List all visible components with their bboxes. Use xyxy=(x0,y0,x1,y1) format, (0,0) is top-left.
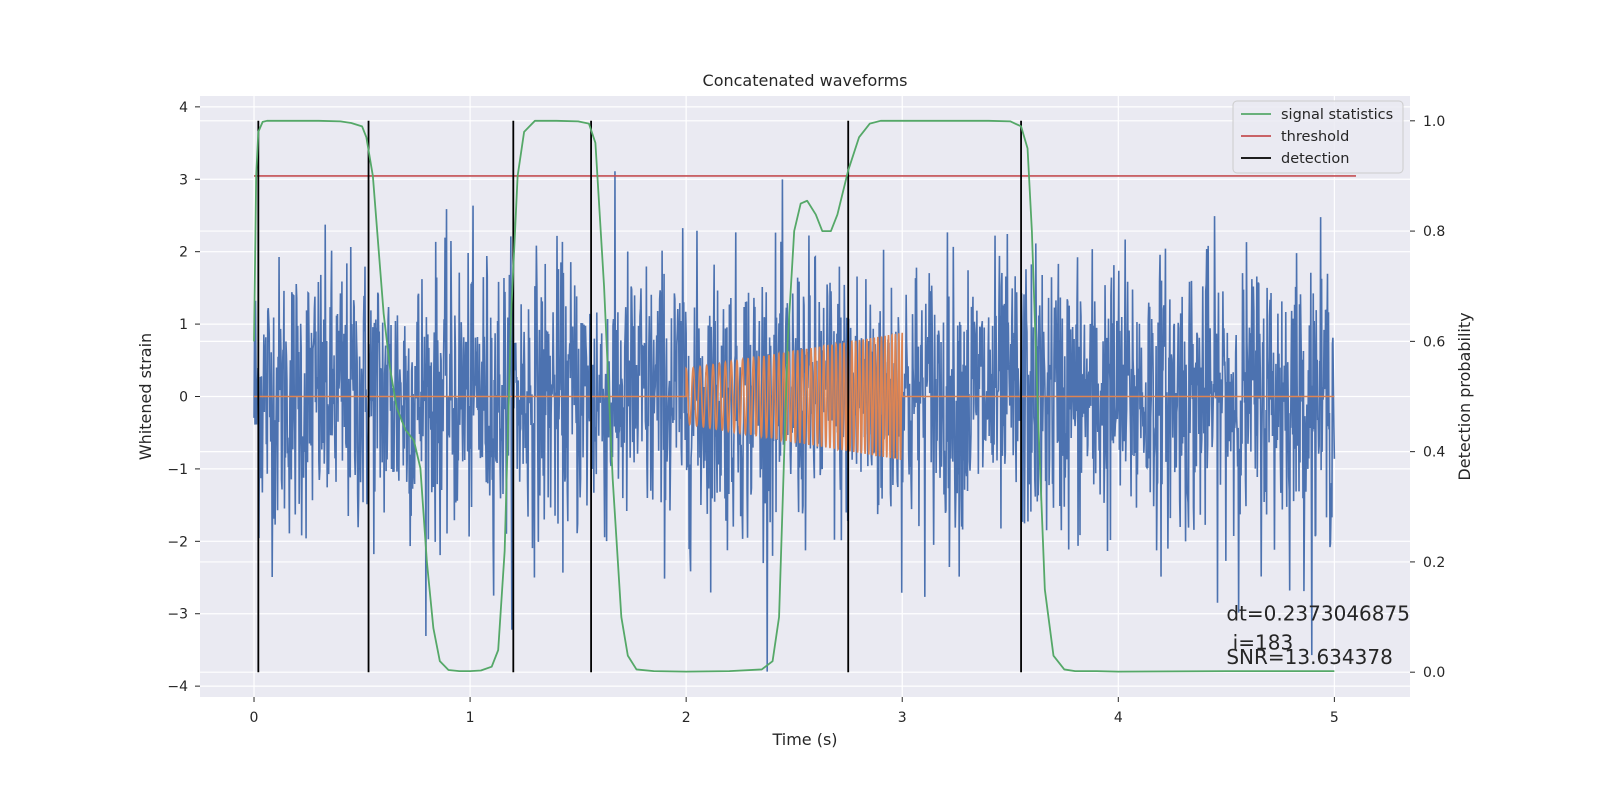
legend-box xyxy=(1232,100,1404,174)
legend: signal statistics threshold detection xyxy=(1232,100,1404,174)
annotation-text: SNR=13.634378 xyxy=(1226,645,1392,669)
y-axis-label-right: Detection probability xyxy=(1455,312,1474,480)
plot-area xyxy=(253,119,1356,673)
y-tick-label-right: 0.0 xyxy=(1423,665,1445,681)
y-tick-label-left: 0 xyxy=(179,390,188,406)
y-tick-label-right: 0.2 xyxy=(1423,555,1445,571)
y-tick-label-left: 4 xyxy=(179,100,188,116)
y-tick-label-left: −3 xyxy=(167,607,188,623)
x-tick-label: 5 xyxy=(1330,710,1339,726)
injected-waveform-series xyxy=(254,332,1335,460)
y-axis-right: 0.0 0.2 0.4 0.6 0.8 1.0 xyxy=(1410,114,1445,681)
signal-statistics-series xyxy=(253,119,1335,673)
x-axis-label: Time (s) xyxy=(771,730,837,749)
annotation-text: dt=0.2373046875 xyxy=(1226,602,1410,626)
legend-entry: threshold xyxy=(1281,129,1349,145)
y-tick-label-left: 1 xyxy=(179,317,188,333)
y-tick-label-left: −1 xyxy=(167,462,188,478)
y-tick-label-left: −2 xyxy=(167,534,188,550)
y-axis-left: −4 −3 −2 −1 0 1 2 3 4 xyxy=(167,100,200,695)
y-tick-label-right: 0.4 xyxy=(1423,445,1445,461)
x-tick-label: 1 xyxy=(466,710,475,726)
y-tick-label-left: 3 xyxy=(179,172,188,188)
x-tick-label: 0 xyxy=(250,710,259,726)
annotation-text: i=183 xyxy=(1226,631,1293,655)
legend-entry: signal statistics xyxy=(1281,107,1393,123)
y-tick-label-left: −4 xyxy=(167,679,188,695)
x-axis: 0 1 2 3 4 5 xyxy=(250,697,1339,726)
y-tick-label-right: 1.0 xyxy=(1423,114,1445,130)
y-tick-label-right: 0.8 xyxy=(1423,224,1445,240)
y-tick-label-right: 0.6 xyxy=(1423,334,1445,350)
legend-entry: detection xyxy=(1281,151,1349,167)
chart-title: Concatenated waveforms xyxy=(703,71,908,90)
x-tick-label: 3 xyxy=(898,710,907,726)
x-tick-label: 2 xyxy=(682,710,691,726)
y-tick-label-left: 2 xyxy=(179,245,188,261)
x-tick-label: 4 xyxy=(1114,710,1123,726)
y-axis-label-left: Whitened strain xyxy=(136,333,155,460)
